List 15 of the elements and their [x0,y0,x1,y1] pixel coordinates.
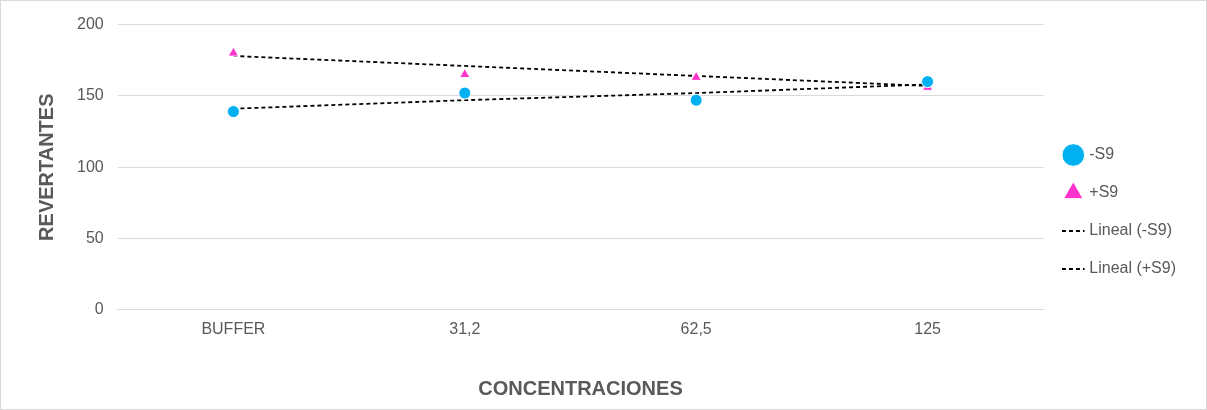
legend-label: Lineal (-S9) [1089,221,1172,239]
legend-label: Lineal (+S9) [1089,259,1176,277]
legend-label: -S9 [1089,145,1115,163]
y-tick-label: 150 [76,86,104,104]
y-tick-label: 100 [76,157,104,175]
x-tick-label: 62,5 [680,319,712,337]
legend-label: +S9 [1089,183,1119,201]
y-tick-label: 200 [76,15,104,33]
y-tick-label: 0 [94,300,104,318]
x-tick-label: BUFFER [201,319,266,337]
y-axis-title: REVERTANTES [34,93,57,241]
x-axis-title: CONCENTRACIONES [478,376,683,399]
y-tick-label: 50 [85,228,104,246]
x-tick-label: 31,2 [449,319,481,337]
x-tick-label: 125 [914,319,942,337]
